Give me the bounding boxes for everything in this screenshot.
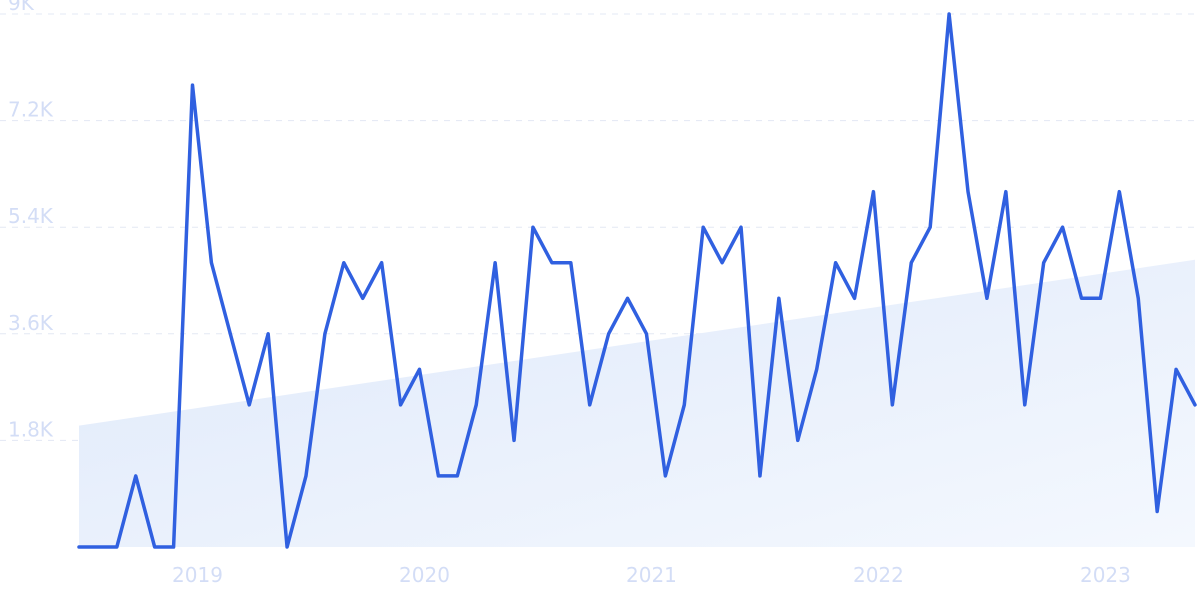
x-tick-label: 2023 [1080,563,1131,587]
y-tick-label: 9K [8,0,35,15]
series-line [77,12,1197,549]
x-tick-label: 2020 [399,563,450,587]
y-tick-label: 7.2K [8,98,54,122]
trend-area [79,259,1195,547]
x-tick-label: 2022 [853,563,904,587]
y-tick-label: 5.4K [8,204,54,228]
x-axis-ticks: 2019 2020 2021 2022 2023 [172,563,1131,587]
y-tick-label: 1.8K [8,417,54,441]
x-tick-label: 2021 [626,563,677,587]
y-axis-ticks: 1.8K 3.6K 5.4K 7.2K 9K [8,0,54,441]
x-tick-label: 2019 [172,563,223,587]
y-tick-label: 3.6K [8,311,54,335]
